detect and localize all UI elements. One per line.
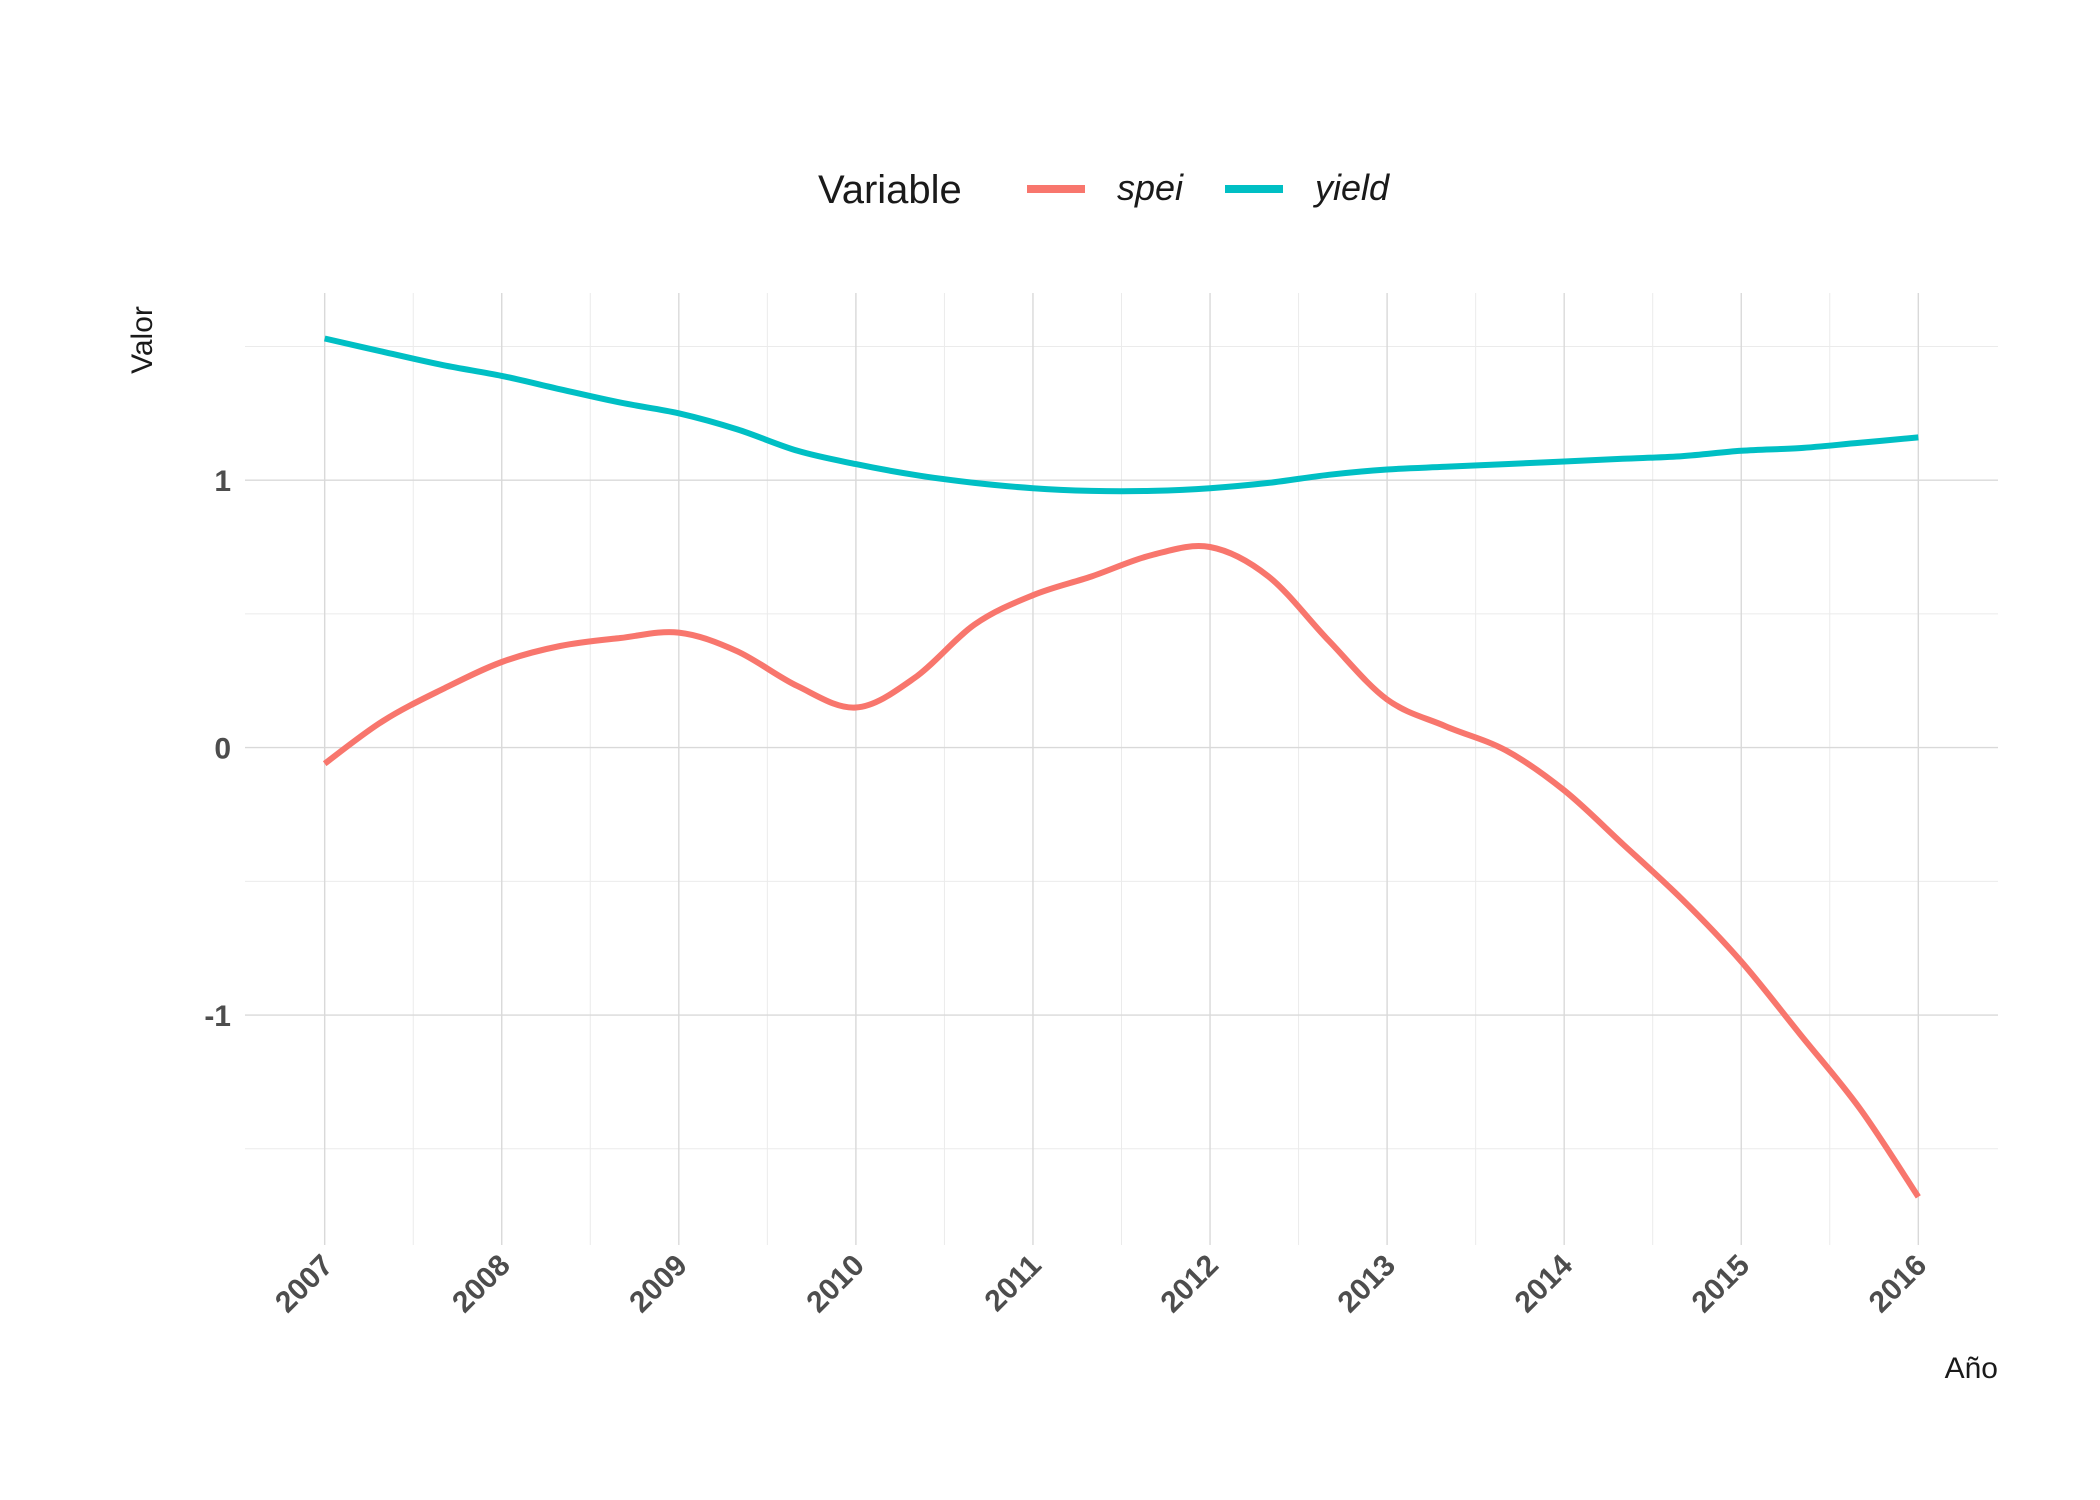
- x-tick-label: 2011: [979, 1249, 1048, 1318]
- x-axis-title: Año: [1945, 1352, 1998, 1385]
- y-tick-label: 0: [214, 733, 231, 766]
- x-tick-label: 2013: [1332, 1249, 1403, 1320]
- legend: Variable spei yield: [818, 167, 1390, 212]
- grid: [245, 293, 1998, 1245]
- x-tick-label: 2015: [1686, 1249, 1757, 1320]
- x-tick-label: 2014: [1509, 1248, 1580, 1319]
- y-tick-label: -1: [204, 1000, 231, 1033]
- legend-title: Variable: [818, 168, 962, 212]
- x-tick-label: 2010: [800, 1249, 871, 1320]
- y-axis-ticks: -1 0 1: [204, 465, 231, 1033]
- x-tick-label: 2009: [623, 1249, 694, 1320]
- series-line-spei: [322, 543, 1921, 1199]
- x-tick-label: 2007: [269, 1249, 340, 1320]
- x-tick-label: 2012: [1154, 1249, 1225, 1320]
- x-axis-ticks: 2007 2008 2009 2010 2011 2012 2013 2014 2015 2016: [269, 1248, 1933, 1319]
- x-tick-label: 2016: [1863, 1249, 1934, 1320]
- legend-label-spei: spei: [1117, 167, 1184, 208]
- series-line-yield: [324, 335, 1919, 495]
- y-axis-title: Valor: [126, 306, 159, 374]
- legend-label-yield: yield: [1312, 167, 1390, 208]
- series-lines: [322, 335, 1921, 1199]
- x-tick-label: 2008: [446, 1249, 517, 1320]
- y-tick-label: 1: [214, 465, 231, 498]
